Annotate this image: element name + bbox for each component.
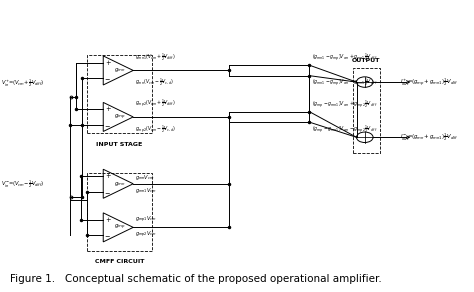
Text: $I_{out}^-\!\!=\!\!(g_{mn}+g_{mn1})\frac{1}{2}V_{diff}$: $I_{out}^-\!\!=\!\!(g_{mn}+g_{mn1})\frac… [400, 131, 459, 143]
Text: $g_{mn}V_{cm}$: $g_{mn}V_{cm}$ [135, 173, 155, 182]
Text: INPUT STAGE: INPUT STAGE [97, 142, 143, 147]
Text: $g_{mp1}V_{cm}$: $g_{mp1}V_{cm}$ [135, 215, 157, 225]
Bar [353, 67, 380, 153]
Text: $I_{out}^+\!\!=\!\!(g_{mp}+g_{mn1})\frac{1}{2}V_{diff}$: $I_{out}^+\!\!=\!\!(g_{mp}+g_{mn1})\frac… [400, 76, 459, 88]
Text: $g_{mp2}(V_{cm}-\frac{1}{2}V_{c,d})$: $g_{mp2}(V_{cm}-\frac{1}{2}V_{c,d})$ [136, 123, 176, 135]
Text: OUTPUT: OUTPUT [352, 58, 380, 63]
Text: $g_{mp2}(V_{cm}+\frac{1}{2}V_{diff})$: $g_{mp2}(V_{cm}+\frac{1}{2}V_{diff})$ [136, 98, 176, 110]
Text: $(g_{mn1}-g_{mp})V_{cm}+g_{mn1}\frac{1}{2}V_{diff}$: $(g_{mn1}-g_{mp})V_{cm}+g_{mn1}\frac{1}{… [312, 52, 377, 63]
Text: $g_{mn}(V_{cm}-\frac{1}{2}V_{c,d})$: $g_{mn}(V_{cm}-\frac{1}{2}V_{c,d})$ [136, 77, 174, 88]
Text: $-$: $-$ [104, 232, 111, 238]
Text: $V_{in}^+\!\!=\!\!(V_{cm}\!+\!\frac{1}{2}V_{diff})$: $V_{in}^+\!\!=\!\!(V_{cm}\!+\!\frac{1}{2… [0, 78, 44, 89]
Text: $(g_{mn1}-g_{mp})V_{cm}-g_{mn1}\frac{1}{2}V_{diff}$: $(g_{mn1}-g_{mp})V_{cm}-g_{mn1}\frac{1}{… [312, 77, 377, 88]
Text: $g_{mn1}(V_{cm}+\frac{1}{2}V_{diff})$: $g_{mn1}(V_{cm}+\frac{1}{2}V_{diff})$ [136, 51, 176, 63]
Text: CMFF CIRCUIT: CMFF CIRCUIT [95, 259, 144, 264]
Text: $(g_{mp}-g_{mn1})V_{cm}+g_{mp2}\frac{1}{2}V_{diff}$: $(g_{mp}-g_{mn1})V_{cm}+g_{mp2}\frac{1}{… [312, 98, 377, 110]
Text: $g_{mp}$: $g_{mp}$ [114, 112, 125, 121]
Bar [87, 173, 152, 251]
Text: Figure 1.   Conceptual schematic of the proposed operational amplifier.: Figure 1. Conceptual schematic of the pr… [10, 274, 382, 284]
Text: $g_{mn}$: $g_{mn}$ [114, 180, 125, 188]
Text: $-$: $-$ [104, 122, 111, 128]
Text: $g_{mp}$: $g_{mp}$ [114, 223, 125, 232]
Text: $g_{mp2}V_{cm}$: $g_{mp2}V_{cm}$ [135, 230, 157, 240]
Text: +: + [105, 60, 110, 66]
Text: +: + [105, 217, 110, 223]
Text: $V_{in}^-\!\!=\!\!(V_{cm}\!-\!\frac{1}{2}V_{diff})$: $V_{in}^-\!\!=\!\!(V_{cm}\!-\!\frac{1}{2… [0, 178, 44, 190]
Text: $(g_{mp}-g_{mn1})V_{cm}-g_{mp2}\frac{1}{2}V_{diff}$: $(g_{mp}-g_{mn1})V_{cm}-g_{mp2}\frac{1}{… [312, 123, 377, 135]
Text: $-$: $-$ [104, 75, 111, 81]
Bar [87, 55, 152, 133]
Text: $g_{mn1}V_{cm}$: $g_{mn1}V_{cm}$ [135, 186, 157, 195]
Text: +: + [105, 173, 110, 179]
Text: $g_{mn}$: $g_{mn}$ [114, 67, 125, 74]
Text: +: + [105, 106, 110, 112]
Text: $-$: $-$ [104, 189, 111, 195]
